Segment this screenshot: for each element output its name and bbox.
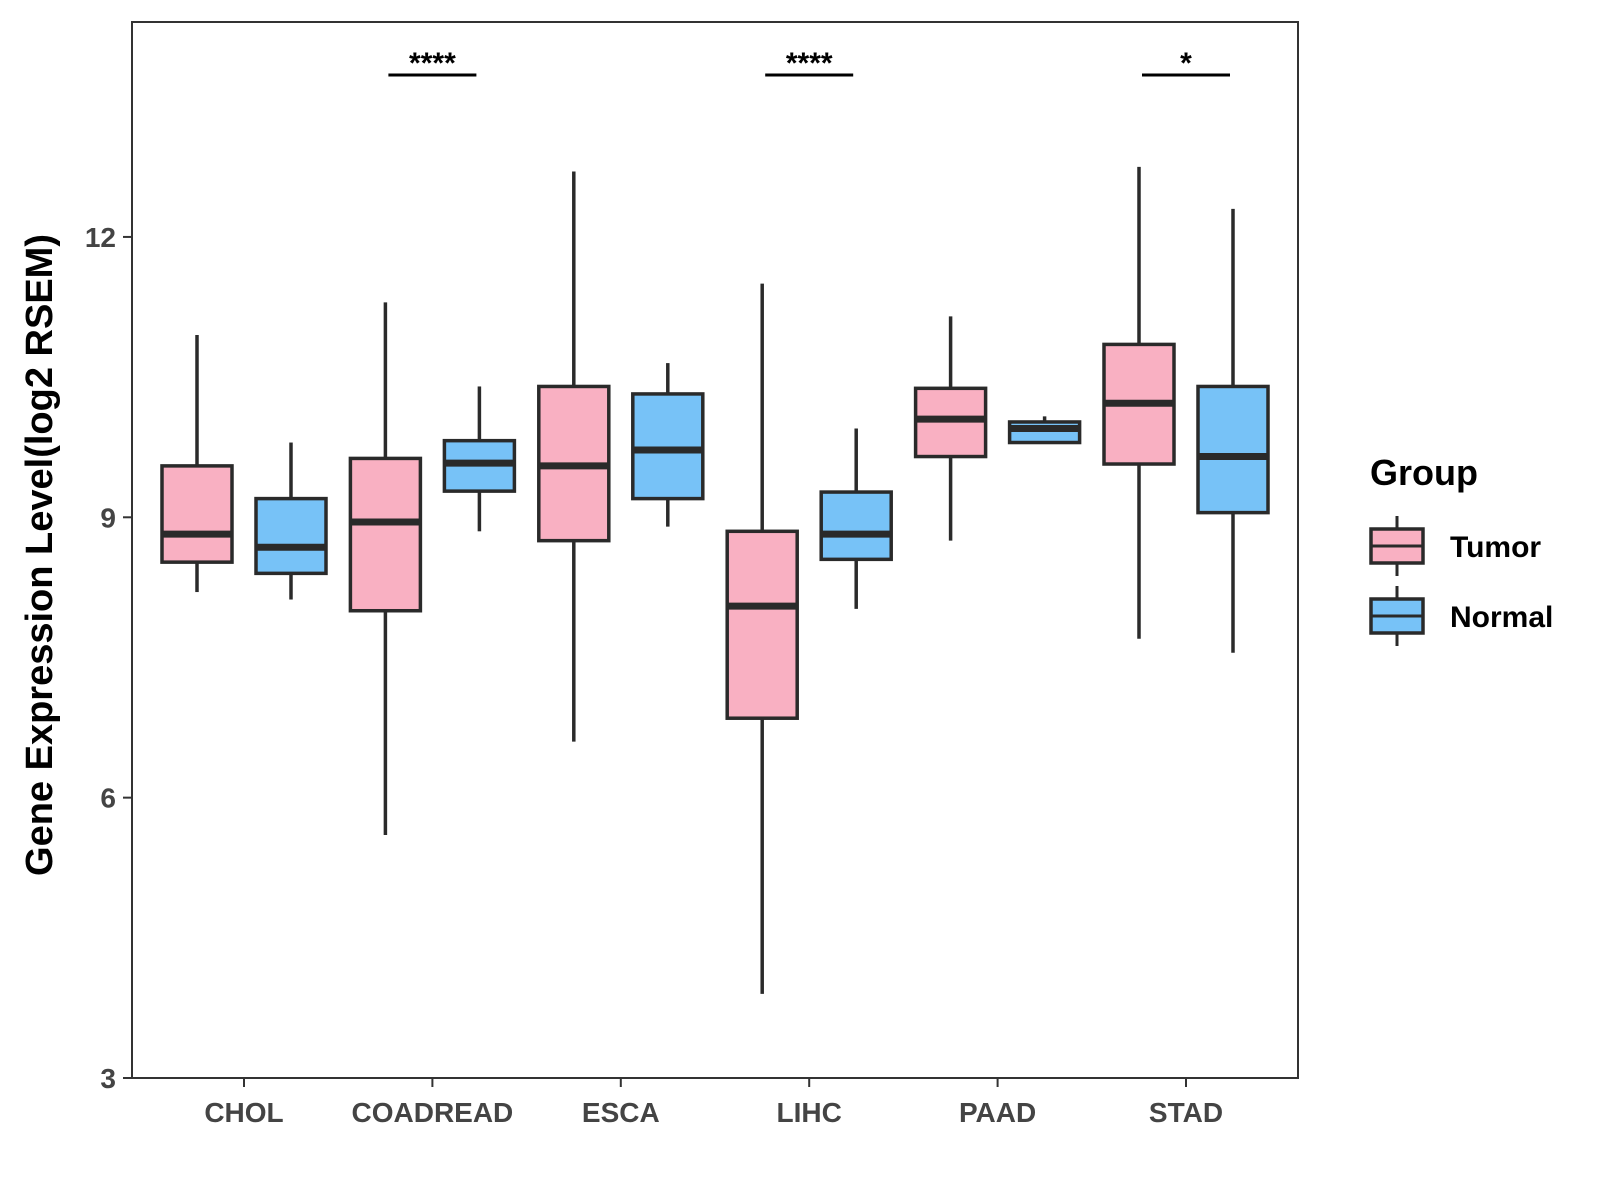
box-body [254,496,328,576]
x-tick-label: ESCA [582,1097,660,1128]
x-tick-label: LIHC [777,1097,842,1128]
box-body [1196,384,1270,515]
box-body [160,464,234,564]
x-tick-label: STAD [1149,1097,1223,1128]
y-tick-label: 9 [100,502,116,533]
box-tumor-coadread [348,302,423,836]
box-tumor-stad [1102,166,1176,639]
y-tick-label: 6 [100,783,116,814]
legend-entries: Tumor Normal [1369,516,1553,646]
box-tumor-paad [913,316,988,541]
box-body [819,490,893,562]
legend-item-normal: Normal [1369,586,1553,646]
box-normal-chol [254,442,328,600]
y-tick-label: 3 [100,1063,116,1094]
plot-area [160,166,1270,994]
box-tumor-chol [160,335,234,593]
y-axis-title: Gene Expression Level(log2 RSEM) [19,234,61,876]
significance-label: **** [786,47,833,80]
box-normal-lihc [819,428,893,609]
y-tick-label: 12 [85,222,116,253]
box-body [631,392,705,501]
x-tick-label: PAAD [959,1097,1036,1128]
legend-item-tumor: Tumor [1369,516,1541,576]
significance-label: **** [409,47,456,80]
panel-border [131,21,1299,1079]
axes: 3 6 9 12 CHOL COADREAD ESCA LIHC PAAD STAD [85,21,1299,1128]
box-normal-stad [1196,208,1270,653]
box-tumor-lihc [725,283,799,994]
box-body [725,529,799,720]
legend-title: Group [1370,452,1478,493]
box-normal-paad [1007,416,1082,445]
box-body [348,456,423,613]
significance-label: * [1180,47,1192,80]
x-tick-label: CHOL [204,1097,283,1128]
box-normal-esca [631,363,705,527]
box-normal-coadread [442,386,517,532]
legend-label: Normal [1450,601,1553,634]
box-tumor-esca [537,171,611,742]
significance-annotations: **** **** * [388,47,1230,80]
x-tick-label: COADREAD [352,1097,514,1128]
legend-label: Tumor [1450,531,1541,564]
legend: Group Tumor Normal [1369,452,1553,646]
